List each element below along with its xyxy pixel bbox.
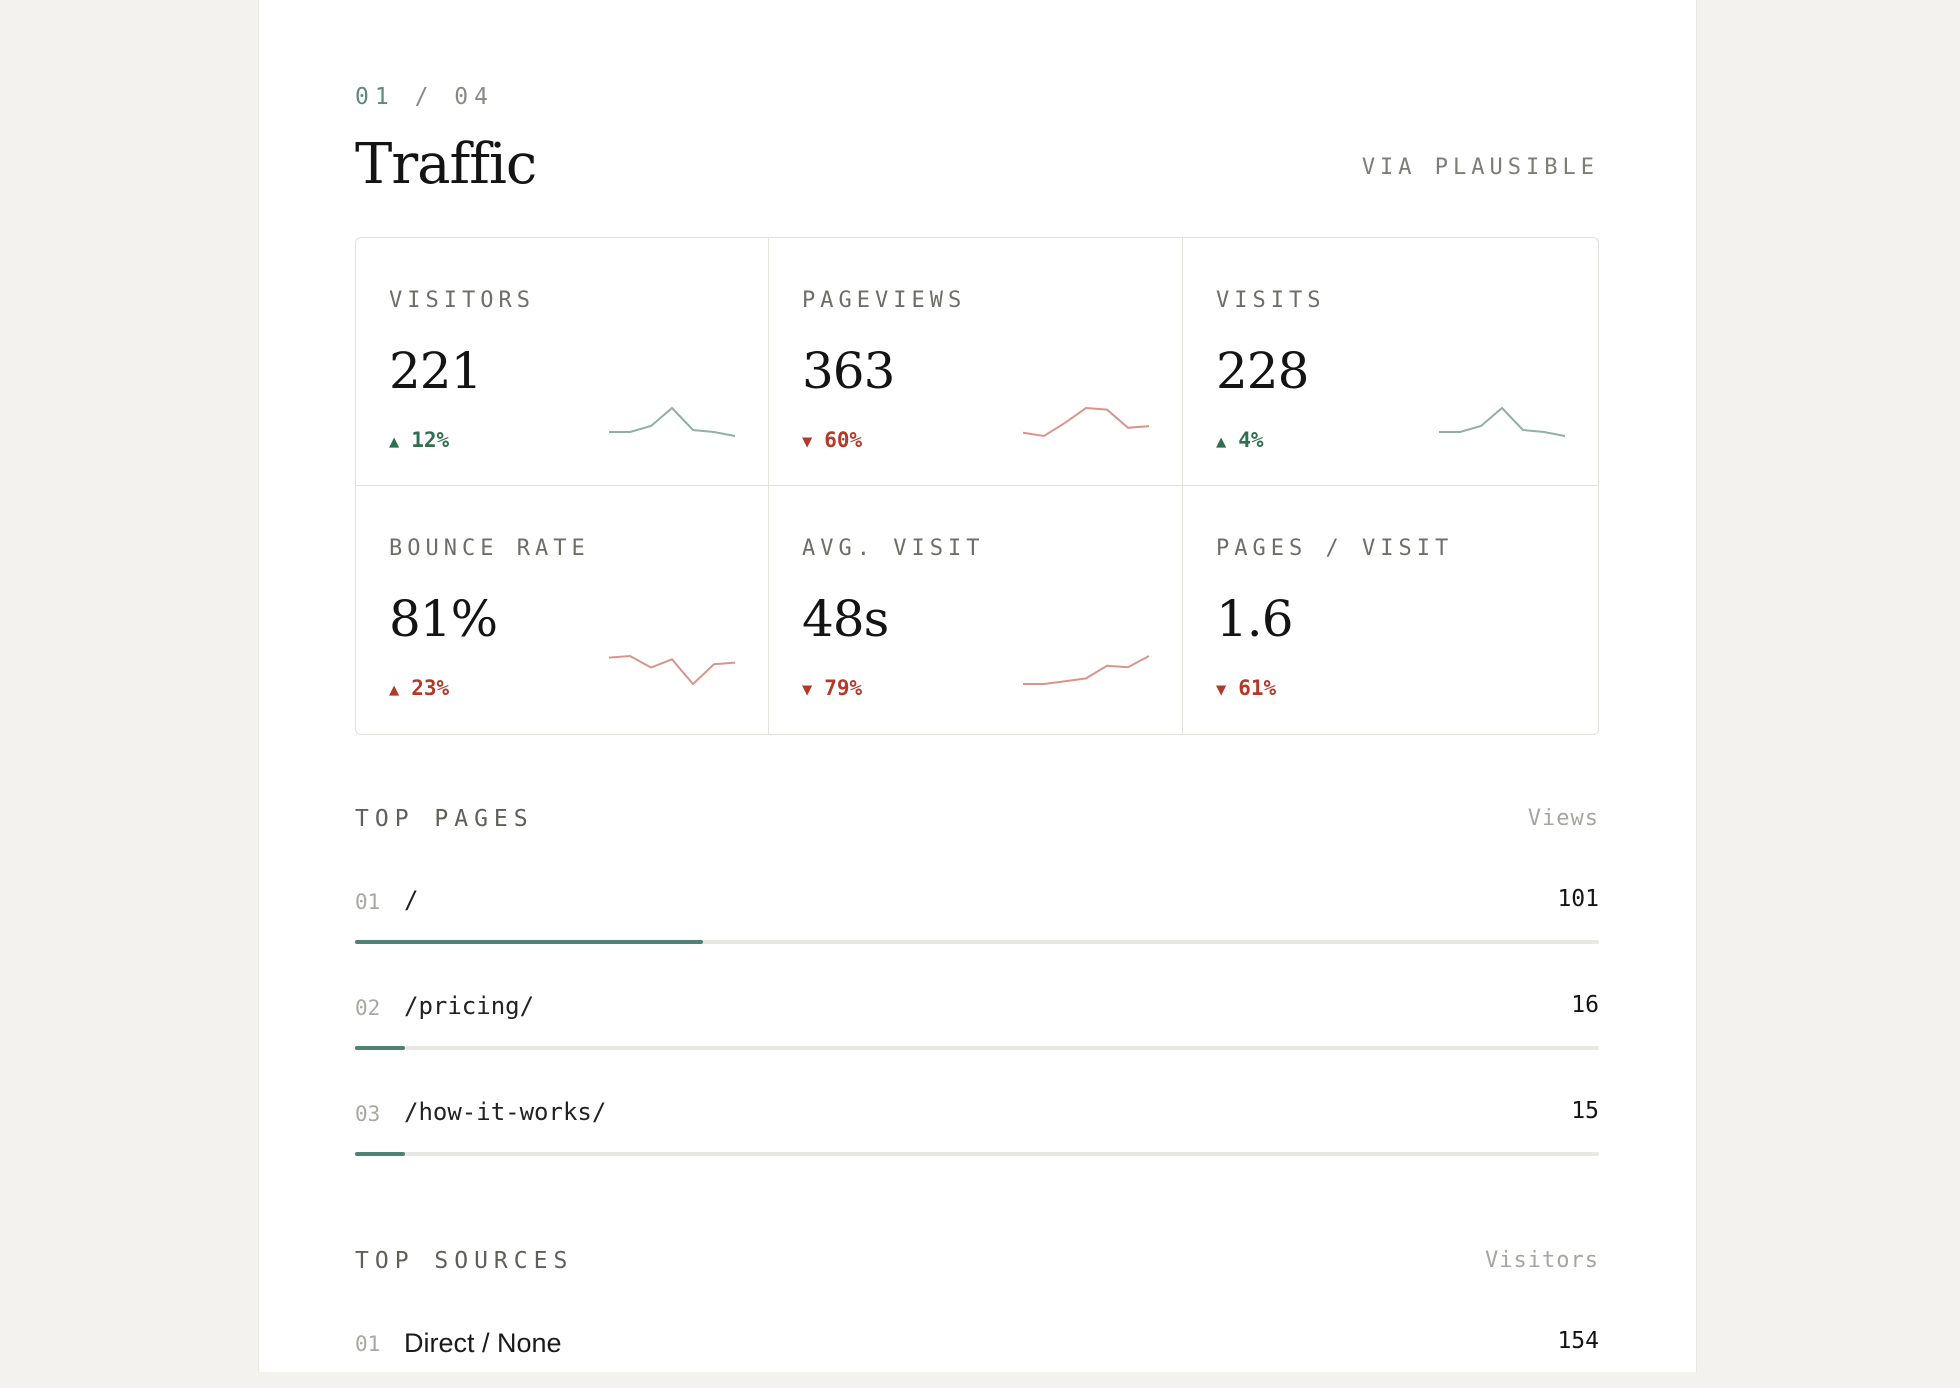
metric-card-visitors: VISITORS 221 ▲ 12% — [356, 238, 769, 486]
metric-card-avg-visit: AVG. VISIT 48s ▼ 79% — [769, 486, 1183, 734]
metric-value: 1.6 — [1216, 590, 1294, 648]
sparkline — [1439, 406, 1565, 437]
top-source-row[interactable]: 01 Direct / None 154 — [355, 1328, 1599, 1388]
row-rank: 01 — [355, 890, 381, 914]
page-path: / — [404, 886, 419, 914]
top-page-row[interactable]: 02 /pricing/ 16 — [355, 992, 1599, 1052]
row-bar-fill — [355, 1152, 405, 1156]
arrow-up-icon: ▲ — [389, 432, 400, 452]
top-page-row[interactable]: 01 / 101 — [355, 886, 1599, 946]
metric-card-visits: VISITS 228 ▲ 4% — [1183, 238, 1598, 486]
metric-label: AVG. VISIT — [802, 536, 985, 561]
metric-value: 48s — [802, 590, 889, 648]
sparkline-path — [1439, 406, 1565, 437]
sparkline-path — [609, 654, 735, 686]
row-rank: 01 — [355, 1332, 381, 1356]
metric-card-pages-per-visit: PAGES / VISIT 1.6 ▼ 61% — [1183, 486, 1598, 734]
source-visitors: 154 — [1557, 1328, 1599, 1354]
row-bar-track — [355, 1152, 1599, 1156]
top-pages-column-label: Views — [1527, 806, 1599, 831]
metric-label: VISITORS — [389, 288, 535, 313]
page-path: /how-it-works/ — [404, 1098, 607, 1126]
metric-delta: ▲ 4% — [1216, 428, 1264, 452]
top-sources-column-label: Visitors — [1485, 1248, 1599, 1273]
page-path: /pricing/ — [404, 992, 535, 1020]
row-bar-track — [355, 940, 1599, 944]
metric-delta-value: 12% — [411, 428, 450, 452]
section-step-indicator: 01 / 04 — [355, 84, 494, 110]
sparkline-path — [1023, 655, 1149, 685]
metric-value: 228 — [1216, 342, 1309, 400]
sparkline-path — [1023, 406, 1149, 438]
page-views: 16 — [1571, 992, 1599, 1018]
row-rank: 02 — [355, 996, 381, 1020]
sparkline-path — [609, 406, 735, 437]
sparkline — [609, 654, 735, 686]
data-source-label: VIA PLAUSIBLE — [1361, 155, 1599, 180]
sparkline — [609, 406, 735, 437]
metric-card-bounce-rate: BOUNCE RATE 81% ▲ 23% — [356, 486, 769, 734]
sparkline — [1023, 655, 1149, 685]
top-sources-title: TOP SOURCES — [355, 1248, 574, 1274]
metric-delta: ▼ 60% — [802, 428, 862, 452]
metric-delta: ▼ 61% — [1216, 676, 1276, 700]
step-total: 04 — [454, 84, 494, 110]
metric-delta-value: 23% — [411, 676, 450, 700]
top-pages-title: TOP PAGES — [355, 806, 534, 832]
page-views: 101 — [1557, 886, 1599, 912]
row-bar-fill — [355, 1046, 405, 1050]
metric-card-pageviews: PAGEVIEWS 363 ▼ 60% — [769, 238, 1183, 486]
row-rank: 03 — [355, 1102, 381, 1126]
metric-label: PAGEVIEWS — [802, 288, 967, 313]
metric-label: VISITS — [1216, 288, 1326, 313]
sparkline — [1023, 406, 1149, 438]
row-bar-fill — [355, 940, 704, 944]
arrow-down-icon: ▼ — [1216, 680, 1227, 700]
metric-value: 363 — [802, 342, 895, 400]
step-current: 01 — [355, 84, 395, 110]
metric-delta: ▲ 23% — [389, 676, 449, 700]
metric-delta: ▲ 12% — [389, 428, 449, 452]
report-page: 01 / 04 Traffic VIA PLAUSIBLE VISITORS 2… — [258, 0, 1697, 1372]
metric-delta-value: 61% — [1238, 676, 1277, 700]
metric-value: 221 — [389, 342, 482, 400]
section-title: Traffic — [355, 132, 537, 197]
arrow-up-icon: ▲ — [1216, 432, 1227, 452]
page-views: 15 — [1571, 1098, 1599, 1124]
arrow-up-icon: ▲ — [389, 680, 400, 700]
step-separator: / — [414, 84, 435, 110]
metrics-grid: VISITORS 221 ▲ 12% PAGEVIEWS 363 ▼ 60% VIS… — [355, 237, 1599, 735]
metric-label: PAGES / VISIT — [1216, 536, 1454, 561]
arrow-down-icon: ▼ — [802, 432, 813, 452]
metric-label: BOUNCE RATE — [389, 536, 590, 561]
metric-delta-value: 79% — [824, 676, 863, 700]
metric-delta-value: 4% — [1238, 428, 1264, 452]
arrow-down-icon: ▼ — [802, 680, 813, 700]
top-page-row[interactable]: 03 /how-it-works/ 15 — [355, 1098, 1599, 1158]
source-name: Direct / None — [404, 1328, 562, 1358]
metric-value: 81% — [389, 590, 498, 648]
metric-delta: ▼ 79% — [802, 676, 862, 700]
row-bar-track — [355, 1046, 1599, 1050]
metric-delta-value: 60% — [824, 428, 863, 452]
